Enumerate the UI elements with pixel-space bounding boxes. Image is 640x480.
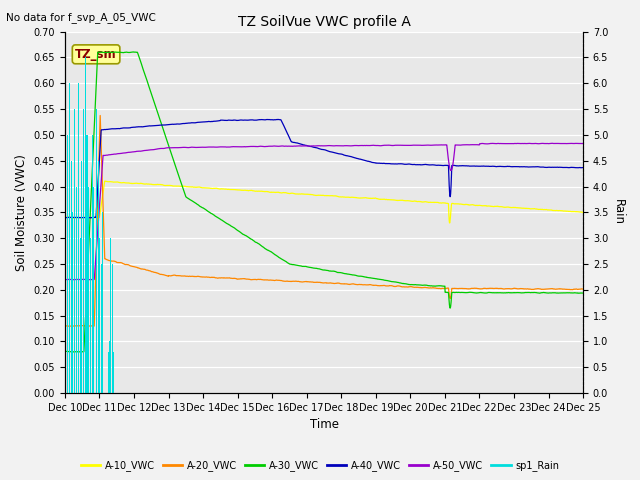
Bar xyxy=(78,83,79,393)
Bar xyxy=(90,238,91,393)
Bar xyxy=(96,109,97,393)
Text: TZ_sm: TZ_sm xyxy=(76,48,117,61)
Bar xyxy=(93,187,95,393)
Bar xyxy=(84,58,86,393)
Bar xyxy=(79,238,81,393)
Bar xyxy=(76,187,77,393)
Bar xyxy=(112,264,113,393)
Title: TZ SoilVue VWC profile A: TZ SoilVue VWC profile A xyxy=(237,15,410,29)
Bar xyxy=(86,135,88,393)
Bar xyxy=(67,135,68,393)
Y-axis label: Soil Moisture (VWC): Soil Moisture (VWC) xyxy=(15,154,28,271)
Bar xyxy=(74,109,76,393)
Y-axis label: Rain: Rain xyxy=(612,199,625,225)
Bar xyxy=(70,161,72,393)
Text: No data for f_svp_A_05_VWC: No data for f_svp_A_05_VWC xyxy=(6,12,156,23)
Bar xyxy=(97,161,99,393)
Bar xyxy=(72,212,74,393)
Bar xyxy=(88,187,89,393)
Bar xyxy=(69,83,70,393)
Bar xyxy=(83,109,84,393)
Bar xyxy=(92,135,93,393)
Bar xyxy=(81,161,83,393)
Legend: A-10_VWC, A-20_VWC, A-30_VWC, A-40_VWC, A-50_VWC, sp1_Rain: A-10_VWC, A-20_VWC, A-30_VWC, A-40_VWC, … xyxy=(77,456,563,475)
X-axis label: Time: Time xyxy=(310,419,339,432)
